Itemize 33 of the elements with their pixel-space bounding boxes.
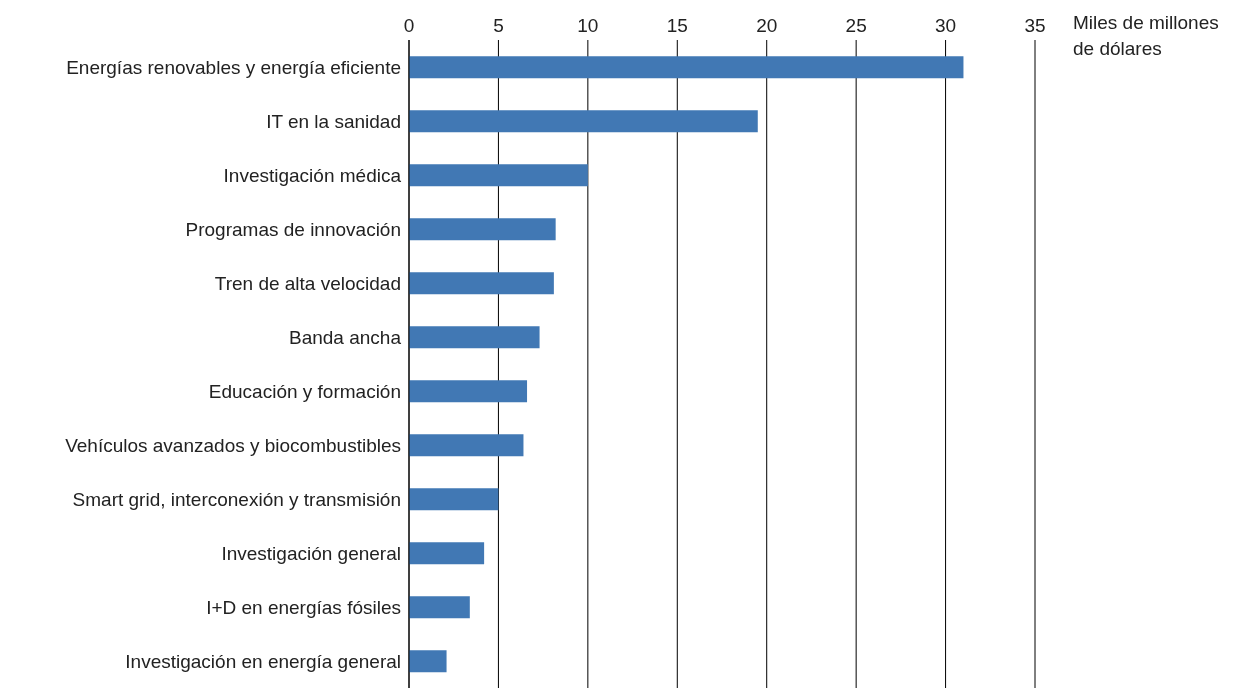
x-tick-label: 0: [403, 15, 415, 36]
y-tick-label: Educación y formación: [208, 380, 401, 402]
x-tick-label: 25: [845, 15, 867, 36]
y-tick-label: Smart grid, interconexión y transmisión: [72, 488, 401, 510]
bar: [409, 650, 447, 673]
x-tick-label: 20: [756, 15, 778, 36]
y-tick-label: Banda ancha: [289, 326, 402, 348]
y-tick-label: Programas de innovación: [185, 218, 401, 240]
y-tick-label: IT en la sanidad: [266, 110, 401, 132]
x-tick-label: 30: [935, 15, 957, 36]
bar: [409, 326, 540, 349]
y-tick-label: Investigación general: [221, 542, 401, 564]
y-tick-label: I+D en energías fósiles: [206, 596, 401, 618]
bar: [409, 56, 964, 79]
y-tick-label: Tren de alta velocidad: [214, 272, 401, 294]
x-tick-label: 10: [577, 15, 599, 36]
y-tick-label: Investigación en energía general: [125, 650, 401, 672]
x-tick-label: 5: [493, 15, 504, 36]
x-axis-title: Miles de millones de dólares: [1073, 11, 1220, 61]
y-tick-label: Vehículos avanzados y biocombustibles: [65, 434, 401, 456]
bar: [409, 542, 485, 565]
x-tick-label: 35: [1024, 15, 1046, 36]
bar: [409, 596, 470, 619]
bar: [409, 488, 499, 511]
bar: [409, 110, 758, 133]
y-tick-label: Investigación médica: [223, 164, 402, 186]
x-tick-label: 15: [666, 15, 688, 36]
bar: [409, 380, 528, 403]
bar: [409, 164, 588, 187]
bar: [409, 218, 556, 241]
bar: [409, 434, 524, 457]
bar: [409, 272, 554, 295]
y-tick-label: Energías renovables y energía eficiente: [66, 56, 401, 78]
